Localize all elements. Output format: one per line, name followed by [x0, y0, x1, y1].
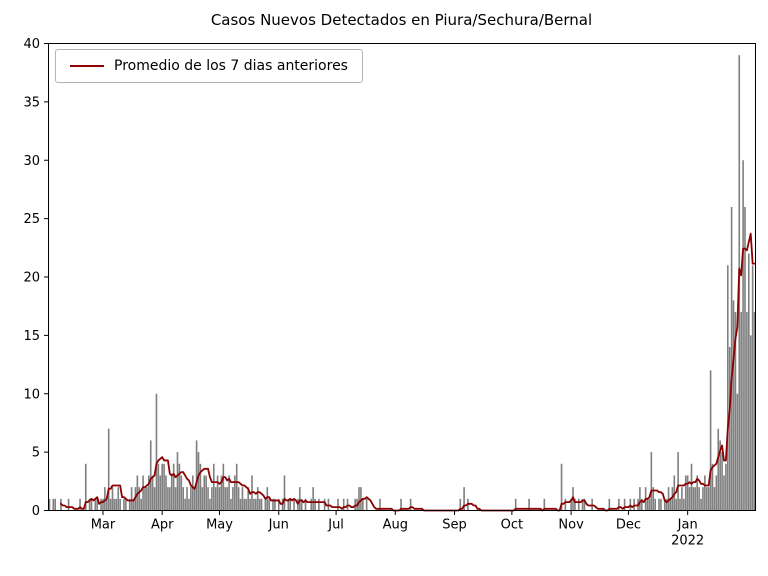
legend-line-swatch — [70, 65, 104, 67]
x-tick-label: Jul — [327, 518, 344, 533]
x-tick-label: May — [206, 518, 233, 533]
x-tick-label: Nov — [558, 518, 584, 533]
legend: Promedio de los 7 dias anteriores — [55, 49, 363, 83]
legend-label: Promedio de los 7 dias anteriores — [114, 58, 348, 74]
x-tick-label: Oct — [501, 518, 523, 533]
chart-title: Casos Nuevos Detectados en Piura/Sechura… — [210, 11, 593, 29]
y-tick-label: 35 — [23, 95, 40, 110]
x-tick-label: Jan — [677, 518, 698, 533]
x-tick-label: Jun — [268, 518, 289, 533]
y-tick-label: 25 — [23, 212, 40, 227]
y-tick-label: 40 — [23, 37, 40, 52]
rolling-average-line — [60, 232, 756, 512]
y-tick-label: 10 — [23, 387, 40, 402]
x-tick-label: Sep — [442, 518, 467, 533]
y-tick-label: 5 — [32, 446, 40, 461]
plot-frame — [48, 43, 756, 511]
y-tick-label: 15 — [23, 329, 40, 344]
x-tick-label: Apr — [151, 518, 174, 533]
y-tick-label: 20 — [23, 271, 40, 286]
y-tick-label: 30 — [23, 154, 40, 169]
x-tick-label: Aug — [383, 518, 408, 533]
daily-cases-bars — [48, 55, 756, 511]
x-tick-label: Dec — [616, 518, 641, 533]
x-axis-year-label: 2022 — [671, 534, 704, 549]
x-tick-label: Mar — [91, 518, 116, 533]
y-tick-label: 0 — [32, 504, 40, 519]
